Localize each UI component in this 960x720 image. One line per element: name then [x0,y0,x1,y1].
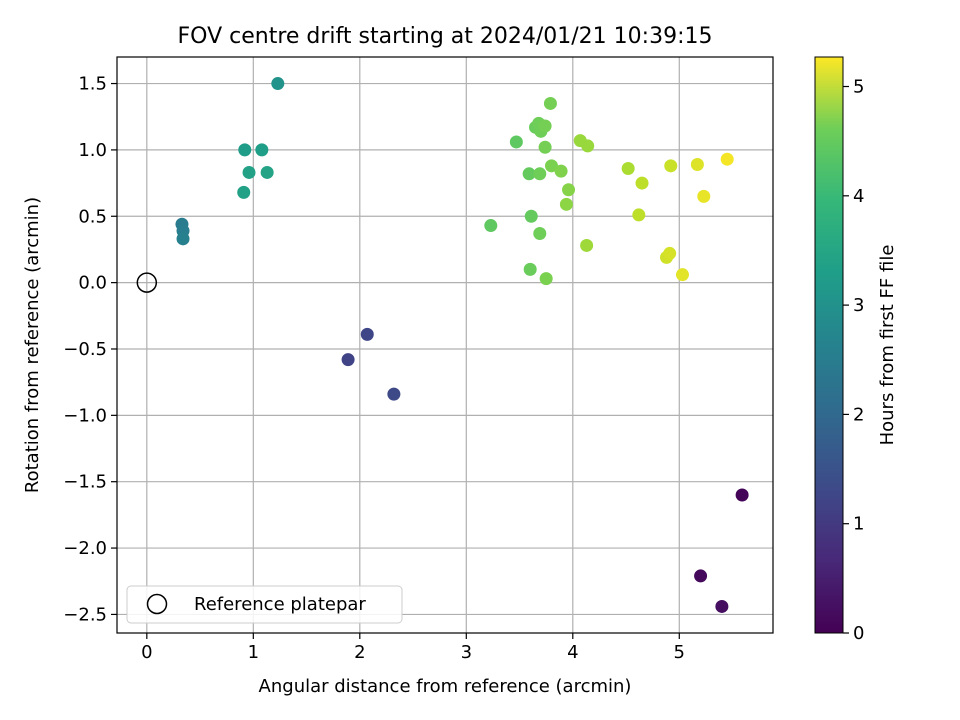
data-point [697,189,711,203]
colorbar-tick-label: 2 [853,404,864,425]
data-point [663,246,677,260]
x-tick-label: 0 [141,642,152,663]
y-axis-label: Rotation from reference (arcmin) [22,197,43,493]
data-point [484,219,498,233]
colorbar [814,56,844,634]
y-tick-label: −0.5 [63,339,107,360]
data-point [533,167,547,181]
y-tick-label: −2.0 [63,538,107,559]
x-tick-label: 4 [567,642,578,663]
x-tick-label: 2 [354,642,365,663]
data-point [271,77,285,91]
grid-lines [117,57,773,633]
legend-marker [146,593,168,615]
data-point [538,119,552,133]
colorbar-tick-label: 4 [853,186,864,207]
data-point [533,227,547,241]
data-point [559,197,573,211]
data-point [387,387,401,401]
plot-frame [116,56,774,634]
y-tick-label: −1.0 [63,405,107,426]
data-point [543,96,557,110]
data-point [675,268,689,282]
x-tick-label: 5 [674,642,685,663]
y-tick-label: 0.5 [78,206,107,227]
data-point [255,143,269,157]
y-tick-label: −1.5 [63,472,107,493]
data-points [175,77,749,613]
data-point [524,209,538,223]
colorbar-ticks: 0 1 2 3 4 5 [843,77,864,644]
data-point [176,232,190,246]
reference-platepar-marker [136,272,158,293]
data-point [237,185,251,199]
data-point [522,167,536,181]
x-tick-label: 1 [248,642,259,663]
colorbar-tick-label: 0 [853,623,864,644]
data-point [562,183,576,197]
colorbar-tick-label: 3 [853,295,864,316]
chart-title: FOV centre drift starting at 2024/01/21 … [178,24,713,49]
data-point [580,238,594,252]
data-point [341,353,355,367]
colorbar-label: Hours from first FF file [877,245,898,446]
data-point [632,208,646,222]
reference-marker-layer [136,272,158,293]
data-point [581,139,595,153]
legend: Reference platepar [126,585,403,624]
legend-box [126,585,403,624]
colorbar-tick-label: 5 [853,77,864,98]
data-point [509,135,523,149]
data-point [694,569,708,583]
y-tick-label: −2.5 [63,604,107,625]
data-point [664,159,678,173]
y-tick-label: 1.5 [78,74,107,95]
data-point [720,152,734,166]
data-point [715,599,729,613]
data-point [544,159,558,173]
y-axis-ticks: −2.5 −2.0 −1.5 −1.0 −0.5 0.0 0.5 1.0 1.5 [63,74,117,625]
data-point [238,143,252,157]
data-point [260,165,274,179]
data-point [735,488,749,502]
data-point [635,176,649,190]
legend-entry-reference-platepar: Reference platepar [194,594,366,615]
x-tick-label: 3 [461,642,472,663]
y-tick-label: 0.0 [78,273,107,294]
data-point [538,140,552,154]
x-axis-label: Angular distance from reference (arcmin) [259,676,632,697]
data-point [242,165,256,179]
data-point [690,158,704,172]
data-point [554,164,568,178]
data-point [523,262,537,276]
data-point [621,161,635,175]
data-point [360,327,374,341]
x-axis-ticks: 0 1 2 3 4 5 [141,633,685,663]
data-point [539,272,553,286]
y-tick-label: 1.0 [78,140,107,161]
colorbar-tick-label: 1 [853,514,864,535]
